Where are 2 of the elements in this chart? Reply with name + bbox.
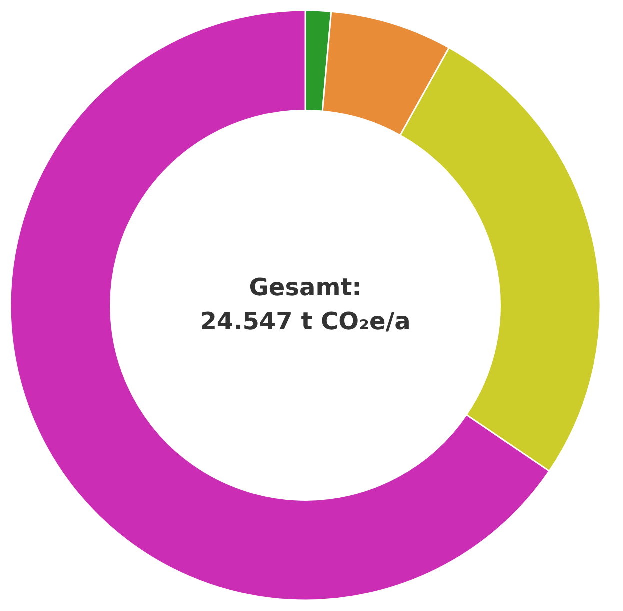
text: Gesamt: <box>249 274 362 302</box>
text: 24.547 t CO₂e/a <box>200 308 411 336</box>
